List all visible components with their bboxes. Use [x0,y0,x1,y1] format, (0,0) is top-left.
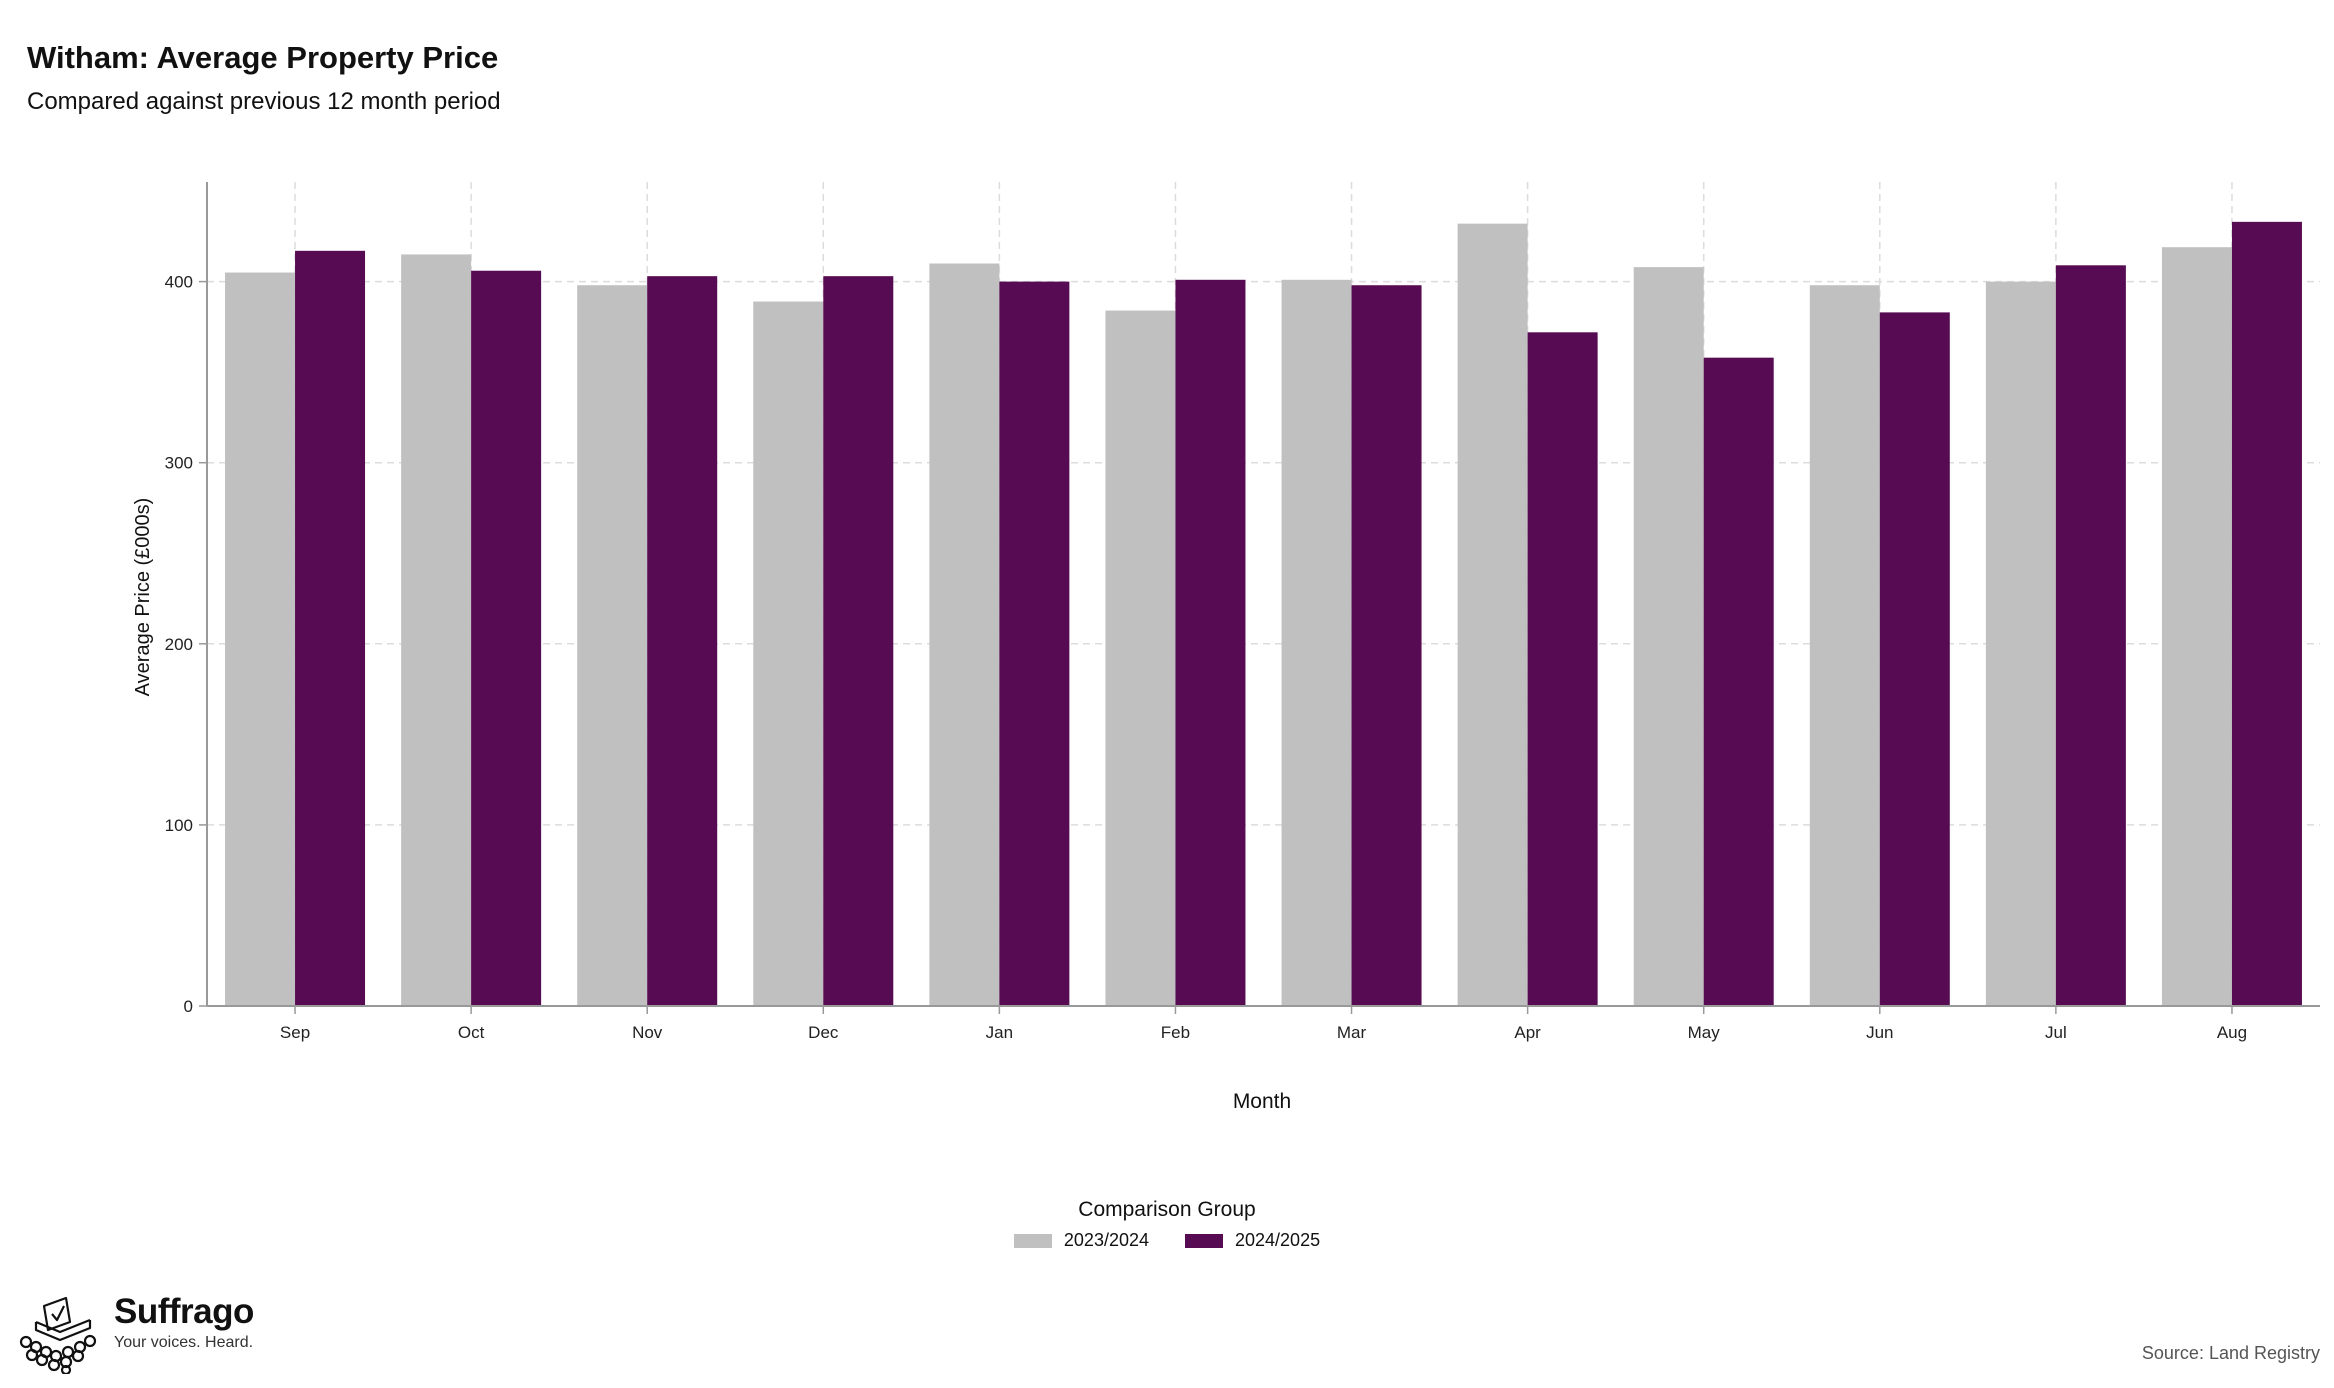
bar-2023/2024-Sep [225,272,296,1006]
bar-2023/2024-Apr [1457,223,1528,1007]
x-tick-label: Oct [458,1023,485,1042]
bar-2023/2024-Oct [401,254,472,1006]
chart-subtitle: Compared against previous 12 month perio… [27,88,501,115]
ballot-box-icon [19,1296,97,1374]
bar-2023/2024-Feb [1105,310,1176,1007]
legend: Comparison Group 2023/2024 2024/2025 [0,1198,2334,1251]
legend-items: 2023/2024 2024/2025 [0,1230,2334,1251]
bar-2024/2025-Mar [1351,285,1422,1006]
x-tick-label: May [1688,1023,1721,1042]
bar-2024/2025-Aug [2231,221,2302,1007]
bar-2024/2025-Oct [471,270,542,1006]
bar-2023/2024-Jan [929,263,1000,1006]
bar-2024/2025-Feb [1175,279,1246,1006]
axes: 0 100 200 300 400 Sep Oct Nov Dec Jan Feb Mar Apr May… [165,182,2320,1042]
legend-swatch [1185,1233,1223,1248]
bar-2023/2024-Dec [753,301,824,1006]
bar-2023/2024-May [1633,267,1704,1007]
bar-2024/2025-Jan [999,281,1070,1007]
x-tick-label: Nov [632,1023,663,1042]
source-note: Source: Land Registry [2141,1343,2320,1363]
brand-logo: Suffrago Your voices. Heard. [14,1292,254,1374]
brand-tagline: Your voices. Heard. [114,1334,254,1351]
y-tick-label: 200 [165,635,193,654]
x-tick-label: Dec [808,1023,839,1042]
x-tick-label: Sep [280,1023,310,1042]
x-tick-label: Apr [1514,1023,1541,1042]
legend-swatch [1013,1233,1052,1248]
x-tick-label: Jun [1866,1023,1893,1042]
y-tick-label: 400 [165,273,193,292]
y-axis-label: Average Price (£000s) [132,498,154,697]
y-tick-label: 0 [184,997,193,1016]
legend-item: 2024/2025 [1185,1230,1320,1251]
legend-label: 2024/2025 [1235,1230,1321,1250]
legend-title: Comparison Group [1078,1198,1256,1221]
x-tick-label: Feb [1161,1023,1190,1042]
x-tick-label: Jan [986,1023,1013,1042]
y-tick-label: 300 [165,454,193,473]
x-axis-label: Month [1233,1090,1291,1113]
bar-2023/2024-Jul [1985,281,2056,1007]
bar-2024/2025-Jun [1879,312,1950,1006]
chart-title: Witham: Average Property Price [27,40,499,75]
legend-label: 2023/2024 [1063,1230,1149,1250]
legend-item: 2023/2024 [1013,1230,1149,1251]
x-tick-label: Aug [2217,1023,2247,1042]
bar-2024/2025-Apr [1527,332,1598,1006]
x-tick-label: Mar [1337,1023,1367,1042]
bar-2024/2025-Nov [647,276,718,1007]
y-tick-label: 100 [165,816,193,835]
bar-2024/2025-Dec [823,276,894,1007]
bar-2023/2024-Nov [577,285,648,1006]
bar-2024/2025-Sep [295,250,366,1007]
bar-2024/2025-Jul [2055,265,2126,1006]
bar-2024/2025-May [1703,357,1774,1007]
bar-2023/2024-Jun [1809,285,1880,1006]
bars [225,221,2302,1007]
bar-2023/2024-Mar [1281,279,1352,1006]
bar-2023/2024-Aug [2161,247,2232,1006]
brand-name: Suffrago [114,1292,254,1331]
x-tick-label: Jul [2045,1023,2067,1042]
